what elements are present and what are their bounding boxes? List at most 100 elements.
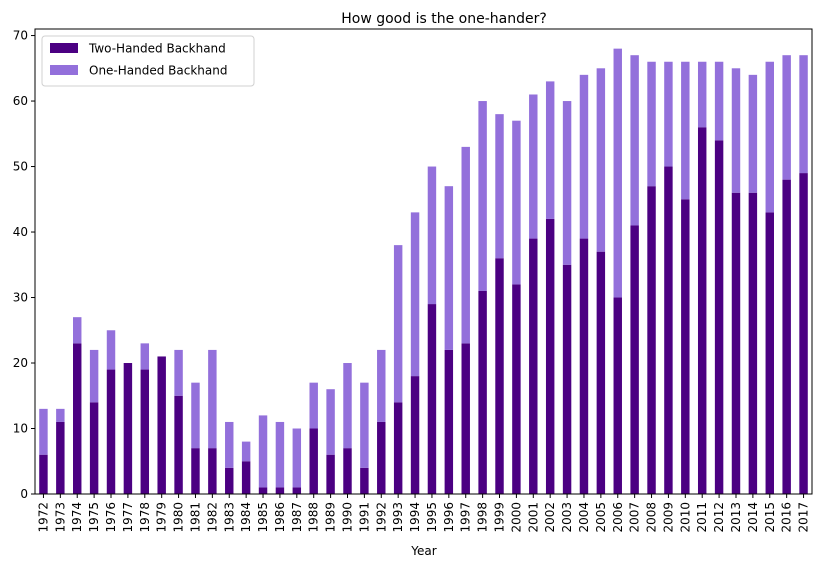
bar-two-handed-1998 — [478, 290, 487, 494]
x-tick-label: 1981 — [188, 502, 202, 533]
bar-one-handed-1976 — [106, 330, 116, 370]
bar-two-handed-1997 — [461, 343, 470, 494]
x-tick-label: 1994 — [408, 502, 422, 533]
bar-two-handed-2003 — [562, 264, 572, 494]
bar-one-handed-1997 — [461, 146, 470, 344]
bar-two-handed-1985 — [258, 487, 268, 494]
bar-one-handed-1985 — [258, 415, 268, 488]
bar-two-handed-1995 — [427, 304, 437, 494]
bar-two-handed-1975 — [89, 402, 99, 494]
bar-one-handed-1984 — [241, 441, 251, 462]
x-tick-label: 1978 — [138, 502, 152, 533]
bar-one-handed-1974 — [73, 317, 82, 344]
y-tick-label: 30 — [13, 291, 28, 305]
bar-one-handed-1980 — [174, 349, 183, 396]
y-tick-label: 60 — [13, 94, 28, 108]
bar-two-handed-1987 — [292, 487, 302, 494]
bar-one-handed-1991 — [360, 382, 369, 468]
y-tick-label: 40 — [13, 225, 28, 239]
bar-one-handed-1973 — [56, 408, 65, 422]
bar-two-handed-1993 — [393, 402, 403, 494]
x-tick-label: 1976 — [104, 502, 118, 533]
y-tick-label: 50 — [13, 160, 28, 174]
x-tick-label: 1974 — [70, 502, 84, 533]
bar-one-handed-2010 — [681, 61, 690, 200]
bar-one-handed-1992 — [377, 349, 386, 422]
bar-two-handed-1973 — [56, 421, 65, 494]
x-axis: 1972 1973 1974 1975 1976 1977 1978 1979 1980 1981… — [36, 494, 811, 533]
bar-one-handed-1994 — [410, 212, 420, 377]
x-tick-label: 1997 — [459, 502, 473, 533]
x-tick-label: 1996 — [442, 502, 456, 533]
bar-one-handed-1996 — [444, 186, 454, 350]
bar-two-handed-1999 — [495, 258, 504, 494]
y-tick-label: 0 — [20, 487, 28, 501]
bar-two-handed-1982 — [208, 448, 217, 494]
bar-two-handed-2007 — [630, 225, 639, 494]
x-tick-label: 2005 — [594, 502, 608, 533]
legend-swatch — [50, 43, 78, 53]
x-tick-label: 2015 — [763, 502, 777, 533]
bar-two-handed-1980 — [174, 395, 183, 494]
bar-two-handed-2016 — [782, 179, 791, 495]
x-tick-label: 1991 — [357, 502, 371, 533]
x-tick-label: 2003 — [560, 502, 574, 533]
x-tick-label: 2017 — [797, 502, 811, 533]
x-tick-label: 1975 — [87, 502, 101, 533]
y-tick-label: 70 — [13, 29, 28, 43]
x-tick-label: 1989 — [324, 502, 338, 533]
y-tick-label: 10 — [13, 422, 28, 436]
bar-two-handed-2015 — [765, 212, 774, 494]
x-tick-label: 1980 — [172, 502, 186, 533]
bar-two-handed-2013 — [731, 192, 741, 494]
bar-two-handed-2014 — [748, 192, 758, 494]
x-tick-label: 1977 — [121, 502, 135, 533]
bar-one-handed-2016 — [782, 55, 791, 180]
bar-one-handed-2005 — [596, 68, 606, 252]
x-tick-label: 1993 — [391, 502, 405, 533]
bar-one-handed-2008 — [647, 61, 656, 187]
bar-two-handed-1974 — [73, 343, 82, 494]
bar-one-handed-1993 — [393, 245, 403, 403]
legend-box — [41, 35, 255, 87]
bar-one-handed-2014 — [748, 74, 758, 193]
bar-two-handed-2009 — [664, 166, 673, 494]
bar-two-handed-2005 — [596, 251, 606, 494]
bar-two-handed-2004 — [579, 238, 589, 494]
bar-one-handed-2015 — [765, 61, 774, 213]
bar-two-handed-1991 — [360, 467, 369, 494]
bar-one-handed-1989 — [326, 389, 335, 455]
chart-title: How good is the one-hander? — [341, 11, 547, 27]
x-tick-label: 2009 — [661, 502, 675, 533]
legend-label: One-Handed Backhand — [89, 64, 228, 78]
x-tick-label: 1987 — [290, 502, 304, 533]
bar-one-handed-1999 — [495, 114, 504, 259]
bar-two-handed-1994 — [410, 376, 420, 494]
x-tick-label: 2007 — [628, 502, 642, 533]
bars-group — [39, 48, 808, 495]
bar-one-handed-2002 — [545, 81, 555, 219]
x-tick-label: 1986 — [273, 502, 287, 533]
x-tick-label: 2016 — [780, 502, 794, 533]
x-tick-label: 2001 — [526, 502, 540, 533]
legend: Two-Handed Backhand One-Handed Backhand — [41, 35, 255, 87]
plot-frame — [34, 28, 813, 495]
bar-one-handed-1982 — [208, 349, 217, 449]
bar-one-handed-1990 — [343, 363, 352, 449]
bar-two-handed-1986 — [275, 487, 285, 494]
bar-two-handed-2002 — [545, 218, 555, 495]
bar-two-handed-1990 — [343, 448, 352, 494]
x-tick-label: 2002 — [543, 502, 557, 533]
x-tick-label: 2004 — [577, 502, 591, 533]
bar-one-handed-1998 — [478, 101, 487, 291]
bar-one-handed-1988 — [309, 382, 318, 429]
bar-one-handed-1986 — [275, 421, 285, 488]
bar-one-handed-2004 — [579, 74, 589, 239]
bar-one-handed-1987 — [292, 428, 302, 488]
x-tick-label: 2013 — [729, 502, 743, 533]
x-tick-label: 1972 — [36, 502, 50, 533]
x-tick-label: 1990 — [340, 502, 354, 533]
bar-one-handed-2006 — [613, 48, 622, 298]
bar-one-handed-1995 — [427, 166, 437, 305]
